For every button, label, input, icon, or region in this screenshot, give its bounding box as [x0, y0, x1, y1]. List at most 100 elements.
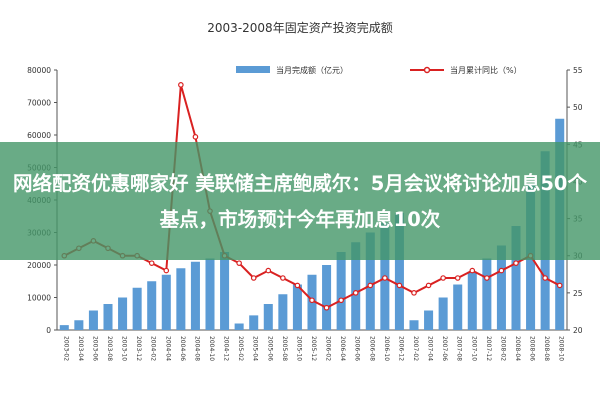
line-point	[280, 275, 286, 281]
bar	[438, 297, 448, 330]
bar	[263, 304, 273, 330]
y-left-tick-label: 0	[46, 326, 51, 335]
line-point	[148, 260, 155, 266]
line-point	[323, 304, 330, 311]
chart-title: 2003-2008年固定资产投资完成额	[207, 20, 392, 35]
line-point	[192, 134, 199, 140]
y-left-tick-label: 70000	[27, 99, 51, 108]
x-tick-label: 2005-10	[295, 336, 302, 361]
line-point	[556, 282, 563, 289]
line-point	[469, 267, 476, 274]
bar	[88, 310, 98, 330]
bar	[103, 304, 113, 330]
line-point	[163, 267, 170, 274]
x-tick-label: 2008-06	[529, 336, 536, 361]
line-point	[382, 275, 388, 281]
bar	[205, 258, 215, 330]
x-tick-label: 2006-02	[325, 336, 332, 361]
line-point	[542, 275, 548, 281]
legend-line-label: 当月累计同比（%）	[450, 65, 522, 75]
x-tick-label: 2005-08	[281, 336, 288, 361]
headline-banner: 网络配资优惠哪家好 美联储主席鲍威尔：5月会议将讨论加息50个基点，市场预计今年…	[0, 142, 600, 260]
bar	[424, 310, 434, 330]
line-point	[265, 267, 272, 274]
bar	[118, 297, 128, 330]
bar	[74, 320, 84, 330]
bar	[147, 281, 157, 330]
y-left-tick-label: 80000	[27, 66, 51, 75]
x-tick-label: 2004-04	[164, 336, 171, 361]
x-tick-label: 2003-08	[106, 336, 113, 361]
line-point	[440, 275, 446, 281]
x-tick-label: 2005-04	[252, 336, 259, 361]
x-tick-label: 2005-12	[310, 336, 317, 361]
line-point	[367, 282, 374, 289]
bar	[453, 284, 463, 330]
x-tick-label: 2003-12	[135, 336, 142, 361]
line-point	[178, 82, 184, 88]
bar	[59, 325, 69, 330]
bar	[482, 258, 492, 330]
bar	[176, 268, 186, 330]
line-point	[294, 282, 301, 289]
line-point	[250, 275, 257, 281]
x-axis: 2003-02 2003-04 2003-06 2003-08 2003-10 2003-…	[62, 336, 564, 361]
x-tick-label: 2005-06	[266, 336, 273, 361]
line-point	[396, 282, 403, 289]
x-tick-label: 2003-04	[77, 336, 84, 361]
bar	[511, 226, 521, 330]
y-left-tick-label: 60000	[27, 131, 51, 140]
x-tick-label: 2004-02	[150, 336, 157, 361]
headline-text[interactable]: 网络配资优惠哪家好 美联储主席鲍威尔：5月会议将讨论加息50个基点，市场预计今年…	[13, 172, 587, 231]
x-tick-label: 2008-04	[514, 336, 521, 361]
x-tick-label: 2007-04	[427, 336, 434, 361]
y-right-tick-label: 50	[573, 103, 583, 112]
x-tick-label: 2008-10	[558, 336, 565, 361]
y-right-tick-label: 25	[573, 289, 583, 298]
line-point	[498, 267, 505, 274]
line-point	[236, 260, 242, 266]
x-tick-label: 2008-08	[543, 336, 550, 361]
x-tick-label: 2004-10	[208, 336, 215, 361]
x-tick-label: 2006-12	[397, 336, 404, 361]
bar	[365, 232, 375, 330]
x-tick-label: 2004-06	[179, 336, 186, 361]
x-tick-label: 2007-02	[412, 336, 419, 361]
bar	[351, 242, 361, 330]
bar	[467, 271, 477, 330]
x-tick-label: 2006-10	[383, 336, 390, 361]
bar	[336, 252, 346, 330]
line-point	[454, 275, 461, 281]
x-tick-label: 2008-02	[499, 336, 506, 361]
x-tick-label: 2006-06	[354, 336, 361, 361]
line-point	[484, 275, 490, 281]
line-point	[352, 290, 359, 296]
bar	[249, 315, 259, 330]
x-tick-label: 2007-12	[485, 336, 492, 361]
y-left-tick-label: 20000	[27, 261, 51, 270]
bar	[496, 245, 506, 330]
bar	[278, 294, 288, 330]
legend-bar-label: 当月完成额（亿元）	[276, 65, 348, 75]
bar	[132, 287, 142, 330]
x-tick-label: 2005-02	[237, 336, 244, 361]
y-left-tick-label: 10000	[27, 294, 51, 303]
line-point	[411, 290, 417, 296]
x-tick-label: 2007-10	[470, 336, 477, 361]
x-tick-label: 2007-08	[456, 336, 463, 361]
legend-bar-swatch	[236, 66, 270, 73]
x-tick-label: 2004-12	[223, 336, 230, 361]
y-right-tick-label: 20	[573, 326, 583, 335]
line-point	[425, 282, 432, 289]
x-tick-label: 2003-10	[121, 336, 128, 361]
x-tick-label: 2003-06	[91, 336, 98, 361]
bar	[190, 261, 200, 330]
bar	[409, 320, 419, 330]
y-right-tick-label: 55	[573, 66, 583, 75]
legend-line-marker	[423, 66, 431, 74]
line-point	[338, 297, 344, 304]
line-point	[309, 297, 315, 304]
x-tick-label: 2004-08	[193, 336, 200, 361]
bar	[161, 274, 171, 330]
bar	[292, 284, 302, 330]
